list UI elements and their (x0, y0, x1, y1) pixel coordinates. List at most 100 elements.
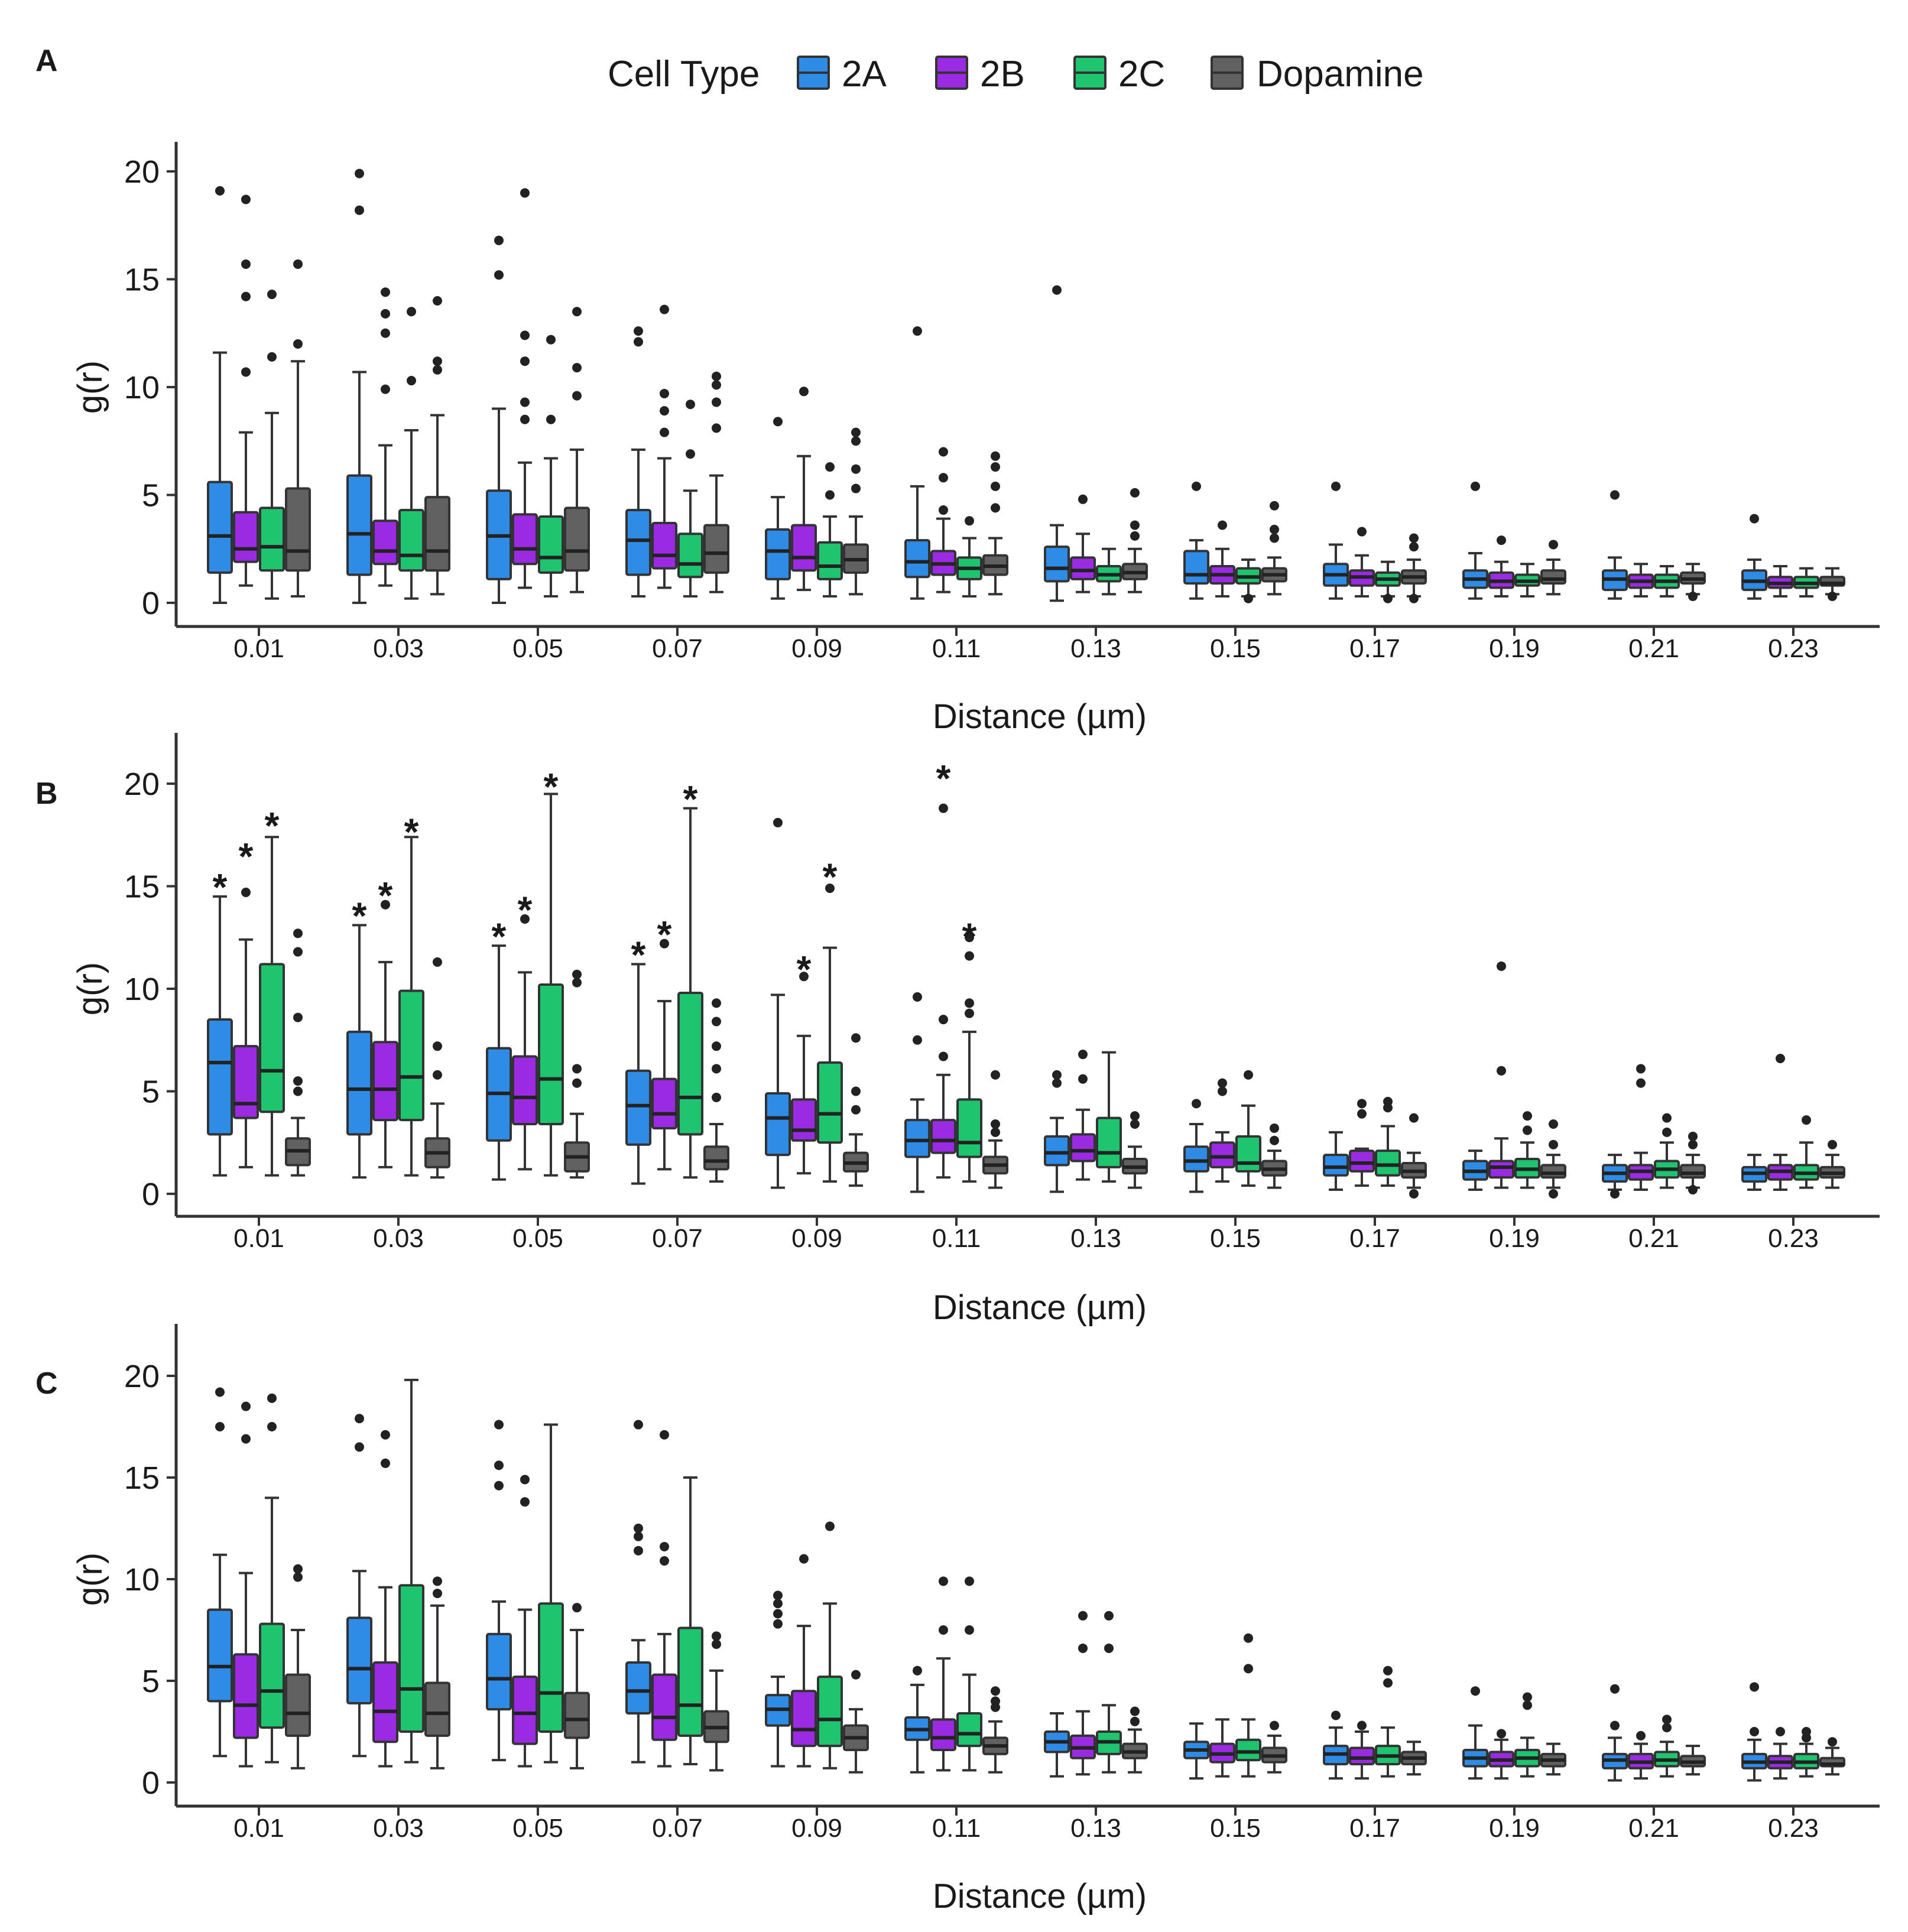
box-b-0-19-dopamine (1540, 1119, 1566, 1199)
box-b-0-07-2b (651, 939, 677, 1171)
box-a-0-09-dopamine (843, 427, 869, 596)
outlier-b-0-07-dopamine-4 (712, 998, 721, 1008)
x-tick-label-a-0-09: 0.09 (791, 634, 842, 663)
box-body-c-0-09-2c (817, 1676, 843, 1748)
significance-star-b-9: * (631, 934, 646, 976)
outlier-c-0-01-dopamine-0 (293, 1572, 303, 1582)
outlier-a-0-07-2b-2 (660, 388, 669, 398)
box-c-0-19-2b (1488, 1729, 1514, 1780)
box-body-c-0-03-2b (372, 1661, 398, 1743)
outlier-c-0-13-2c-0 (1104, 1643, 1114, 1653)
legend-item-dopamine: Dopamine (1211, 54, 1424, 95)
box-b-0-07-dopamine (703, 998, 729, 1183)
box-b-0-15-dopamine (1261, 1123, 1287, 1189)
y-axis-title-c: g(r) (71, 1553, 109, 1606)
box-a-0-01-2c (259, 290, 285, 600)
box-c-0-09-dopamine (843, 1670, 869, 1774)
significance-star-b-1: * (239, 835, 254, 878)
box-body-a-0-03-2c (398, 509, 424, 572)
panels: A 0 5 10 15 20 g(r) 0.01 0.03 0.05 0.07 0.09 0.11 0.1… (35, 44, 1880, 1915)
box-a-0-19-2c (1514, 563, 1540, 598)
box-a-0-01-2a (207, 186, 233, 604)
outlier-c-0-03-2a-1 (355, 1414, 364, 1424)
outlier-c-0-03-dopamine-0 (433, 1589, 442, 1599)
box-a-0-19-dopamine (1540, 540, 1566, 596)
outlier-a-0-11-2b-1 (939, 473, 948, 483)
box-a-0-17-2a (1323, 481, 1349, 600)
outlier-b-0-11-2c-2 (965, 951, 974, 961)
box-body-c-0-05-2a (486, 1632, 512, 1711)
outlier-b-0-13-2b-1 (1078, 1050, 1088, 1060)
box-b-0-15-2a (1183, 1099, 1209, 1193)
significance-star-b-12: * (797, 948, 812, 991)
box-a-0-11-2b (930, 447, 956, 593)
box-b-0-09-2a (765, 817, 791, 1189)
outlier-c-0-11-2a-0 (913, 1665, 922, 1676)
outlier-b-0-17-dopamine-0 (1409, 1189, 1419, 1199)
box-body-b-0-09-2b (791, 1098, 817, 1142)
outlier-c-0-23-2a-1 (1750, 1682, 1759, 1692)
outlier-a-0-09-dopamine-2 (851, 436, 861, 446)
y-tick-label-b-10: 10 (124, 972, 160, 1007)
significance-star-b-10: * (657, 913, 672, 956)
box-body-a-0-13-2a (1044, 545, 1070, 583)
legend-label-dopamine: Dopamine (1257, 54, 1424, 95)
box-a-0-15-dopamine (1261, 501, 1287, 596)
box-body-c-0-05-2b (512, 1676, 538, 1745)
box-body-b-0-17-2c (1375, 1150, 1401, 1177)
box-a-0-03-2b (372, 287, 398, 587)
box-c-0-19-2a (1462, 1686, 1488, 1780)
x-tick-label-b-0-03: 0.03 (373, 1224, 424, 1253)
y-tick-label-c-10: 10 (124, 1562, 160, 1597)
box-c-0-11-dopamine (982, 1686, 1008, 1774)
box-body-b-0-15-2a (1183, 1145, 1209, 1173)
outlier-a-0-13-dopamine-2 (1130, 488, 1140, 498)
box-a-0-23-2c (1793, 567, 1819, 598)
box-body-b-0-03-2a (346, 1030, 372, 1136)
outlier-b-0-09-dopamine-1 (851, 1086, 861, 1096)
outlier-b-0-13-2b-0 (1078, 1074, 1088, 1084)
outlier-b-0-21-dopamine-2 (1688, 1131, 1698, 1141)
outlier-b-0-19-dopamine-1 (1549, 1139, 1558, 1150)
outlier-a-0-03-2c-0 (407, 376, 416, 386)
outlier-c-0-11-2b-0 (939, 1625, 948, 1635)
box-a-0-09-2a (765, 417, 791, 600)
box-body-a-0-05-dopamine (564, 506, 590, 572)
outlier-b-0-13-dopamine-1 (1130, 1111, 1140, 1121)
outlier-a-0-15-2b-0 (1218, 520, 1227, 530)
outlier-a-0-01-2b-2 (241, 259, 251, 269)
outlier-a-0-11-dopamine-0 (991, 503, 1000, 513)
outlier-a-0-05-2b-1 (520, 397, 530, 407)
box-body-b-0-01-2a (207, 1018, 233, 1136)
box-b-0-11-2c (956, 933, 982, 1183)
x-axis-title-b: Distance (µm) (933, 1288, 1147, 1327)
outlier-a-0-07-2c-1 (686, 400, 695, 410)
outlier-b-0-09-dopamine-2 (851, 1033, 861, 1043)
outlier-a-0-07-2b-3 (660, 304, 669, 314)
outlier-c-0-05-2a-0 (494, 1480, 504, 1491)
box-body-b-0-07-2c (677, 991, 703, 1136)
outlier-c-0-11-dopamine-1 (991, 1696, 1000, 1706)
outlier-a-0-03-2c-1 (407, 307, 416, 317)
outlier-c-0-09-2a-3 (773, 1590, 783, 1600)
outlier-b-0-21-2c-0 (1662, 1127, 1672, 1137)
outlier-c-0-05-2b-1 (520, 1475, 530, 1485)
box-c-0-15-dopamine (1261, 1720, 1287, 1774)
box-c-0-15-2c (1235, 1633, 1261, 1778)
box-b-0-13-2b (1070, 1050, 1096, 1181)
outlier-b-0-13-2a-1 (1052, 1070, 1062, 1080)
box-a-0-05-2c (538, 335, 564, 598)
outlier-a-0-17-dopamine-0 (1409, 593, 1419, 603)
box-body-a-0-03-2b (372, 519, 398, 566)
outlier-c-0-09-2a-1 (773, 1609, 783, 1619)
box-body-b-0-13-2a (1044, 1135, 1070, 1167)
box-b-0-01-2c (259, 836, 285, 1177)
outlier-a-0-05-2b-4 (520, 188, 530, 198)
outlier-c-0-07-2a-2 (634, 1524, 643, 1533)
box-b-0-09-2c (817, 883, 843, 1183)
box-b-0-01-2a (207, 895, 233, 1177)
box-c-0-17-2b (1349, 1720, 1375, 1780)
box-a-0-19-2b (1488, 535, 1514, 598)
x-tick-label-a-0-13: 0.13 (1070, 634, 1121, 663)
box-c-0-17-dopamine (1401, 1741, 1427, 1776)
